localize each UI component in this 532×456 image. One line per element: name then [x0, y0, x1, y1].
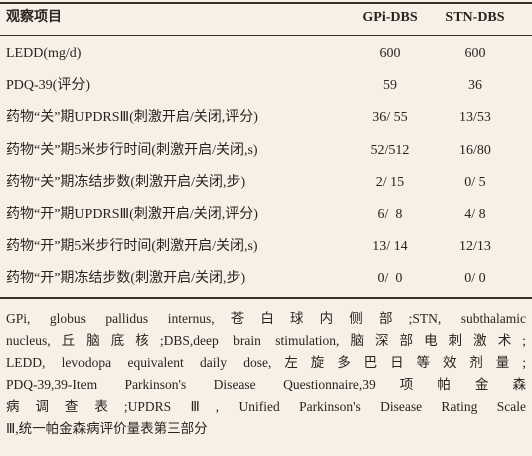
row-label: LEDD(mg/d)	[6, 46, 82, 61]
header-cell: 观察项目	[6, 10, 62, 25]
footnote-line: Ⅲ,统一帕金森病评价量表第三部分	[6, 421, 208, 436]
value-cell: 600	[464, 46, 486, 61]
value-cell: 12/13	[459, 239, 491, 255]
row-label: 药物“关”期UPDRSⅢ(刺激开启/关闭,评分)	[6, 110, 258, 126]
row-label: 药物“关”期冻结步数(刺激开启/关闭,步)	[6, 174, 246, 190]
row-label: 药物“开”期冻结步数(刺激开启/关闭,步)	[6, 271, 246, 287]
value-cell: 59	[383, 78, 397, 94]
header-cell: GPi-DBS	[362, 10, 418, 25]
value-cell: 6/ 8	[377, 207, 403, 222]
row-label: PDQ-39(评分)	[6, 78, 90, 94]
row-label: 药物“关”期5米步行时间(刺激开启/关闭,s)	[6, 142, 258, 158]
footnote-line: LEDD, levodopa equivalent daily dose,左旋多…	[6, 355, 526, 370]
value-cell: 0/ 5	[464, 174, 486, 190]
value-cell: 4/ 8	[464, 207, 486, 222]
footnote-line: 病调查表;UPDRS Ⅲ, Unified Parkinson's Diseas…	[6, 399, 526, 414]
value-cell: 2/ 15	[375, 174, 405, 190]
top-rule	[0, 2, 532, 4]
bottom-rule	[0, 297, 532, 299]
value-cell: 36/ 55	[372, 110, 408, 126]
value-cell: 600	[379, 46, 401, 61]
footnote-line: nucleus,丘脑底核;DBS,deep brain stimulation,…	[6, 333, 526, 348]
value-cell: 0/ 0	[464, 271, 486, 287]
header-cell: STN-DBS	[445, 10, 505, 25]
value-cell: 16/80	[459, 142, 491, 158]
value-cell: 13/53	[459, 110, 491, 126]
value-cell: 36	[468, 78, 482, 94]
value-cell: 0/ 0	[377, 271, 403, 287]
header-rule	[0, 35, 532, 36]
value-cell: 52/512	[370, 142, 410, 158]
footnote-line: PDQ-39,39-Item Parkinson's Disease Quest…	[6, 377, 526, 392]
row-label: 药物“开”期UPDRSⅢ(刺激开启/关闭,评分)	[6, 207, 258, 222]
footnote-line: GPi, globus pallidus internus,苍白球内侧部;STN…	[6, 311, 526, 326]
row-label: 药物“开”期5米步行时间(刺激开启/关闭,s)	[6, 239, 258, 255]
value-cell: 13/ 14	[372, 239, 408, 255]
